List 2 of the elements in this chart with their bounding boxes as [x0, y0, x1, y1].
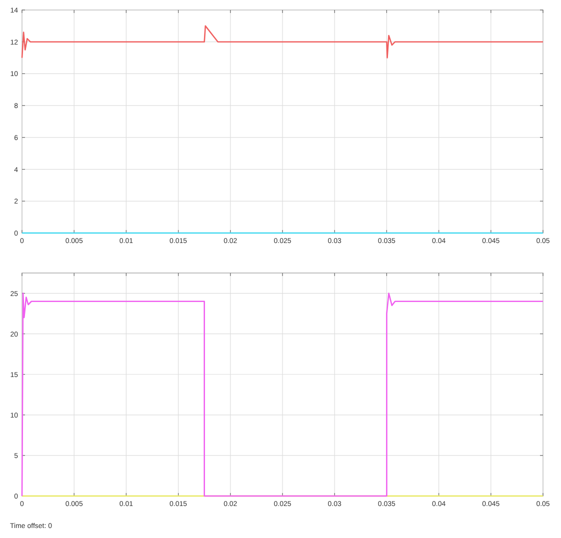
line-series	[21, 25, 544, 58]
line-series	[21, 292, 544, 497]
